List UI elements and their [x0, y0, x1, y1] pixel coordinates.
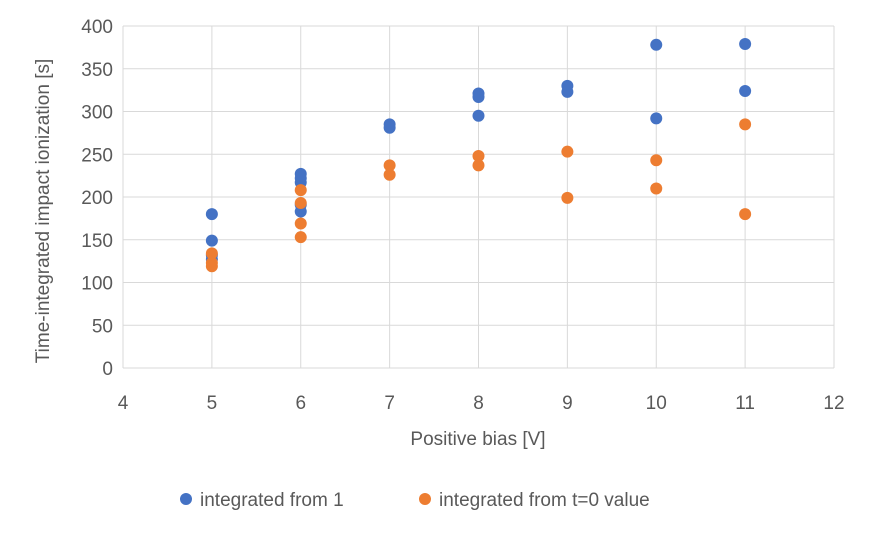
point-integrated-from-t0	[294, 231, 307, 244]
x-axis-ticks: 4 5 6 7 8 9 10 11 12	[118, 393, 845, 414]
x-tick-label: 12	[823, 393, 844, 414]
legend-marker	[419, 493, 431, 505]
point-integrated-from-1	[650, 112, 663, 125]
point-integrated-from-1	[650, 38, 663, 51]
point-integrated-from-t0	[561, 145, 574, 158]
y-tick-label: 150	[81, 231, 113, 252]
x-tick-label: 9	[562, 393, 573, 414]
data-points	[205, 37, 752, 273]
point-integrated-from-1	[383, 121, 396, 134]
y-axis-ticks: 0 50 100 150 200 250 300 350 400	[81, 17, 113, 380]
point-integrated-from-t0	[205, 260, 218, 273]
point-integrated-from-t0	[739, 118, 752, 131]
point-integrated-from-1	[205, 208, 218, 221]
x-tick-label: 8	[473, 393, 484, 414]
legend-label: integrated from t=0 value	[439, 490, 650, 511]
y-tick-label: 200	[81, 188, 113, 209]
y-tick-label: 350	[81, 60, 113, 81]
point-integrated-from-t0	[472, 159, 485, 172]
point-integrated-from-t0	[561, 191, 574, 204]
point-integrated-from-1	[739, 37, 752, 50]
point-integrated-from-t0	[294, 184, 307, 197]
x-tick-label: 4	[118, 393, 129, 414]
x-tick-label: 5	[207, 393, 218, 414]
point-integrated-from-t0	[739, 208, 752, 221]
point-integrated-from-1	[294, 205, 307, 218]
y-tick-label: 300	[81, 103, 113, 124]
y-axis-title: Time-integrated impact ionization [s]	[33, 59, 54, 363]
point-integrated-from-t0	[294, 217, 307, 230]
point-integrated-from-t0	[650, 182, 663, 195]
y-tick-label: 0	[102, 359, 113, 380]
y-tick-label: 250	[81, 145, 113, 166]
y-tick-label: 50	[92, 316, 113, 337]
y-tick-label: 100	[81, 274, 113, 295]
grid-lines	[122, 25, 835, 369]
point-integrated-from-1	[561, 85, 574, 98]
point-integrated-from-t0	[383, 168, 396, 181]
y-tick-label: 400	[81, 17, 113, 38]
point-integrated-from-1	[472, 109, 485, 122]
x-tick-label: 11	[735, 393, 755, 414]
x-tick-label: 10	[646, 393, 667, 414]
x-axis-title: Positive bias [V]	[410, 429, 545, 450]
x-tick-label: 6	[295, 393, 306, 414]
point-integrated-from-1	[739, 84, 752, 97]
point-integrated-from-t0	[650, 154, 663, 167]
point-integrated-from-1	[205, 234, 218, 247]
point-integrated-from-1	[472, 90, 485, 103]
point-integrated-from-t0	[472, 149, 485, 162]
legend: integrated from 1 integrated from t=0 val…	[180, 490, 650, 511]
point-integrated-from-t0	[205, 247, 218, 260]
legend-label: integrated from 1	[200, 490, 344, 511]
x-tick-label: 7	[384, 393, 395, 414]
legend-marker	[180, 493, 192, 505]
point-integrated-from-t0	[294, 196, 307, 209]
point-integrated-from-t0	[383, 159, 396, 172]
